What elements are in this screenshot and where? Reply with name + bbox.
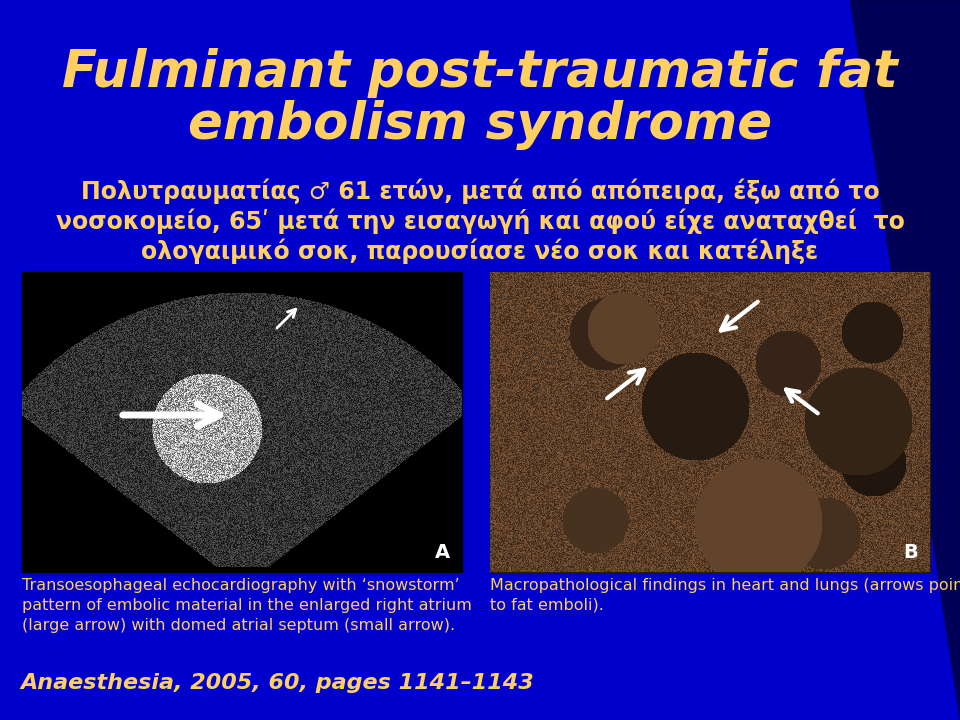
Text: embolism syndrome: embolism syndrome [188,100,772,150]
Text: Πολυτραυματίας ♂ 61 ετών, μετά από απόπειρα, έξω από το: Πολυτραυματίας ♂ 61 ετών, μετά από απόπε… [81,178,879,204]
Bar [490,272,930,572]
Text: ολογαιμικό σοκ, παρουσίασε νέο σοκ και κατέληξε: ολογαιμικό σοκ, παρουσίασε νέο σοκ και κ… [141,238,819,264]
Text: B: B [903,543,918,562]
Text: Fulminant post-traumatic fat: Fulminant post-traumatic fat [62,48,898,98]
Text: A: A [435,543,450,562]
Bar [22,272,462,572]
Text: Transoesophageal echocardiography with ‘snowstorm’
pattern of embolic material i: Transoesophageal echocardiography with ‘… [22,578,472,633]
Text: Anaesthesia, 2005, 60, pages 1141–1143: Anaesthesia, 2005, 60, pages 1141–1143 [20,673,534,693]
Text: νοσοκομείο, 65ʹ μετά την εισαγωγή και αφού είχε αναταχθεί  το: νοσοκομείο, 65ʹ μετά την εισαγωγή και αφ… [56,208,904,233]
Polygon shape [850,0,960,720]
Text: Macropathological findings in heart and lungs (arrows point
to fat emboli).: Macropathological findings in heart and … [490,578,960,613]
